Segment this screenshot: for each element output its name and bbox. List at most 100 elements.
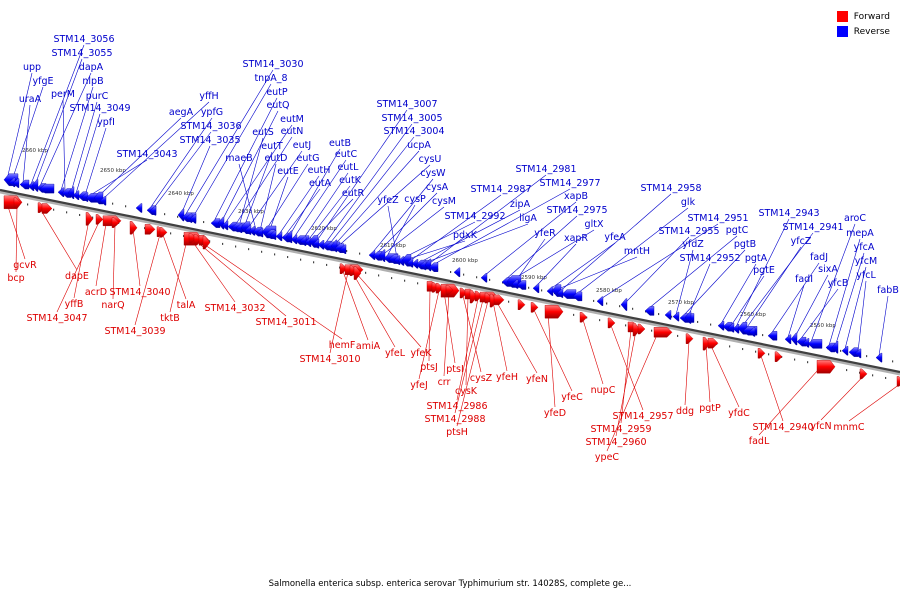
forward-gene-label: mnmC bbox=[833, 422, 865, 433]
reverse-leader-line bbox=[647, 235, 738, 310]
reverse-gene-arrow bbox=[149, 206, 157, 216]
reverse-gene-label: eutN bbox=[281, 126, 304, 137]
reverse-leader-line bbox=[84, 127, 107, 196]
reverse-leader-line bbox=[770, 262, 820, 335]
reverse-leader-line bbox=[315, 109, 408, 243]
scale-tick: 2580 kbp bbox=[596, 288, 622, 294]
minor-tick bbox=[755, 350, 757, 353]
forward-gene-arrow bbox=[111, 217, 120, 228]
forward-gene-label: hemF bbox=[329, 340, 356, 351]
minor-tick bbox=[209, 240, 211, 243]
reverse-gene-label: eutH bbox=[308, 165, 331, 176]
reverse-gene-arrow bbox=[831, 341, 839, 354]
forward-leader-line bbox=[454, 299, 484, 414]
minor-tick bbox=[846, 369, 848, 372]
legend: Forward Reverse bbox=[836, 9, 890, 39]
forward-gene-label: STM14_2957 bbox=[612, 411, 673, 422]
forward-gene-arrow bbox=[95, 214, 104, 225]
forward-leader-line bbox=[196, 241, 287, 317]
reverse-leader-line bbox=[243, 151, 273, 228]
forward-gene-arrow bbox=[493, 294, 505, 306]
reverse-leader-line bbox=[75, 113, 101, 194]
reverse-leader-line bbox=[504, 215, 578, 281]
minor-tick bbox=[625, 324, 627, 327]
reverse-gene-arrow bbox=[854, 348, 862, 359]
forward-gene-arrow bbox=[579, 312, 588, 323]
reverse-leader-line bbox=[514, 238, 546, 283]
scale-tick-label: 2580 kbp bbox=[596, 288, 622, 294]
reverse-gene-label: eutE bbox=[277, 166, 299, 177]
forward-gene-arrow bbox=[459, 287, 468, 299]
reverse-leader-line bbox=[34, 58, 83, 186]
minor-tick bbox=[710, 323, 712, 326]
forward-gene-arrow bbox=[474, 290, 483, 302]
reverse-leader-line bbox=[213, 97, 278, 222]
minor-tick bbox=[404, 279, 406, 282]
reverse-gene-label: eutG bbox=[297, 153, 320, 164]
minor-tick bbox=[203, 221, 205, 224]
backbone-line bbox=[0, 188, 900, 374]
minor-tick bbox=[593, 299, 595, 302]
reverse-leader-line bbox=[418, 209, 521, 263]
forward-gene-arrow bbox=[445, 284, 454, 296]
minor-tick bbox=[476, 276, 478, 279]
minor-tick bbox=[248, 248, 250, 251]
forward-leader-line bbox=[606, 334, 658, 452]
minor-tick bbox=[66, 211, 68, 214]
forward-gene-arrow bbox=[757, 348, 766, 359]
minor-tick bbox=[859, 371, 861, 374]
reverse-leader-line bbox=[259, 163, 277, 231]
forward-gene-arrow bbox=[637, 323, 646, 335]
reverse-swatch bbox=[836, 26, 848, 37]
genome-backbone bbox=[0, 188, 900, 376]
forward-gene-arrow bbox=[13, 197, 22, 209]
reverse-gene-arrow bbox=[684, 311, 692, 324]
reverse-gene-label: tnpA_8 bbox=[254, 73, 287, 84]
minor-tick bbox=[274, 253, 276, 256]
reverse-leader-line bbox=[238, 137, 264, 227]
reverse-leader-line bbox=[224, 124, 293, 224]
reverse-gene-arrow bbox=[135, 203, 143, 213]
reverse-leader-line bbox=[307, 185, 351, 241]
reverse-leader-line bbox=[386, 204, 416, 257]
reverse-gene-label: cysW bbox=[420, 168, 446, 179]
forward-leader-line bbox=[758, 367, 821, 436]
forward-gene-label: acrD bbox=[85, 287, 107, 298]
reverse-gene-label: pgtE bbox=[753, 265, 775, 276]
reverse-gene-label: gltX bbox=[585, 219, 604, 230]
minor-tick bbox=[762, 334, 764, 337]
forward-gene-label: STM14_2960 bbox=[585, 437, 646, 448]
forward-leader-line bbox=[342, 271, 369, 341]
forward-gene-arrow bbox=[469, 289, 478, 304]
forward-gene-label: narQ bbox=[101, 300, 124, 311]
reverse-gene-label: fadJ bbox=[810, 252, 828, 263]
reverse-gene-label: ligA bbox=[519, 213, 537, 224]
minor-tick bbox=[287, 256, 289, 259]
reverse-gene-label: eutA bbox=[309, 178, 332, 189]
forward-leader-line bbox=[547, 312, 556, 408]
reverse-gene-label: maeB bbox=[225, 153, 252, 164]
forward-leader-line bbox=[456, 300, 489, 427]
forward-leader-line bbox=[615, 330, 637, 437]
forward-gene-label: ypeC bbox=[595, 452, 619, 463]
scale-tick: 2660 kbp bbox=[22, 148, 48, 154]
scale-tick-label: 2640 kbp bbox=[168, 191, 194, 197]
reverse-leader-line bbox=[220, 110, 279, 223]
reverse-gene-label: yffH bbox=[199, 91, 218, 102]
reverse-gene-arrow bbox=[620, 298, 628, 311]
forward-leader-line bbox=[132, 228, 141, 287]
forward-gene-arrow bbox=[707, 337, 719, 349]
minor-tick bbox=[658, 313, 660, 316]
reverse-leader-line bbox=[302, 172, 349, 240]
forward-gene-label: STM14_2988 bbox=[424, 414, 485, 425]
reverse-gene-arrow bbox=[269, 230, 277, 240]
reverse-gene-label: glk bbox=[681, 197, 696, 208]
reverse-gene-label: aroC bbox=[844, 213, 866, 224]
reverse-gene-label: eutJ bbox=[293, 140, 311, 151]
reverse-gene-label: purC bbox=[86, 91, 109, 102]
minor-tick bbox=[222, 242, 224, 245]
minor-tick bbox=[794, 358, 796, 361]
reverse-gene-arrow bbox=[875, 352, 883, 363]
legend-forward: Forward bbox=[836, 9, 890, 24]
minor-tick bbox=[742, 348, 744, 351]
